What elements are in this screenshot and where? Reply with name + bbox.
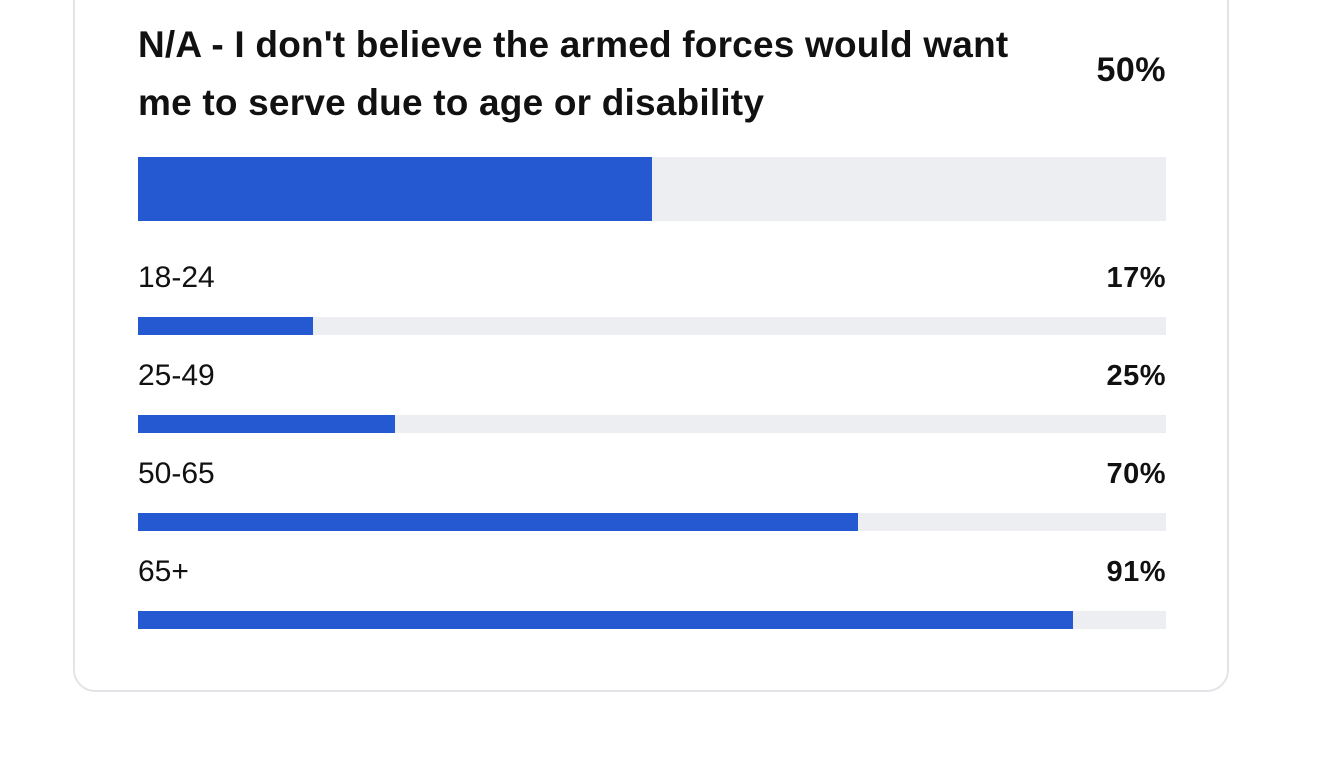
- breakdown-bar-track: [138, 611, 1166, 629]
- breakdown-row-18-24: 18-24 17%: [138, 258, 1166, 338]
- breakdown-bar-track: [138, 415, 1166, 433]
- breakdown-bar-fill: [138, 611, 1074, 629]
- answer-title: N/A - I don't believe the armed forces w…: [138, 24, 1009, 123]
- breakdown-label: 18-24: [138, 261, 215, 294]
- breakdown-row-25-49: 25-49 25%: [138, 356, 1166, 436]
- breakdown-percent: 70%: [1106, 458, 1166, 490]
- breakdown-row-50-65: 50-65 70%: [138, 454, 1166, 534]
- breakdown-row-65-plus: 65+ 91%: [138, 552, 1166, 632]
- breakdown-bar-track: [138, 317, 1166, 335]
- breakdown-bar-track: [138, 513, 1166, 531]
- answer-percent: 50%: [1096, 51, 1166, 89]
- breakdown-bar-fill: [138, 513, 858, 531]
- breakdown-bar-fill: [138, 317, 313, 335]
- answer-bar-track: [138, 157, 1166, 221]
- breakdown-label: 25-49: [138, 359, 215, 392]
- result-card: [73, 0, 1229, 692]
- answer-bar-fill: [138, 157, 652, 221]
- breakdown-percent: 91%: [1106, 556, 1166, 588]
- breakdown-label: 50-65: [138, 457, 215, 490]
- breakdown-bar-fill: [138, 415, 395, 433]
- breakdown-percent: 25%: [1106, 360, 1166, 392]
- breakdown-percent: 17%: [1106, 262, 1166, 294]
- breakdown-label: 65+: [138, 555, 189, 588]
